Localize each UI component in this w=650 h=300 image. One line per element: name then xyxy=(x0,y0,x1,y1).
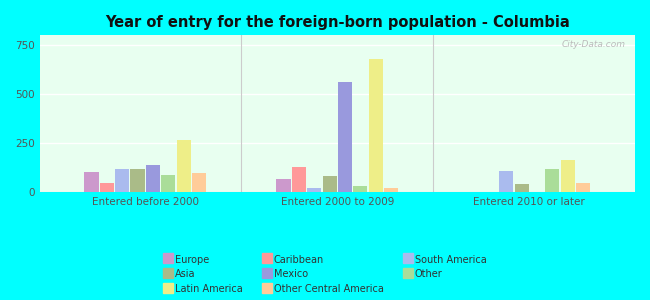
Bar xyxy=(307,188,321,192)
Bar xyxy=(545,169,560,192)
Bar xyxy=(499,171,514,192)
Bar xyxy=(276,179,291,192)
Bar xyxy=(84,172,99,192)
Bar xyxy=(115,169,129,192)
Bar xyxy=(338,82,352,192)
Bar xyxy=(322,176,337,192)
Bar xyxy=(369,59,383,192)
Bar xyxy=(177,140,190,192)
Bar xyxy=(561,160,575,192)
Bar xyxy=(146,165,160,192)
Bar xyxy=(515,184,528,192)
Legend: Europe, Asia, Latin America, Caribbean, Mexico, Other Central America, South Ame: Europe, Asia, Latin America, Caribbean, … xyxy=(159,250,491,298)
Bar xyxy=(131,169,145,192)
Bar xyxy=(354,186,367,192)
Bar xyxy=(161,176,176,192)
Title: Year of entry for the foreign-born population - Columbia: Year of entry for the foreign-born popul… xyxy=(105,15,569,30)
Text: City-Data.com: City-Data.com xyxy=(562,40,626,49)
Bar xyxy=(292,167,306,192)
Bar xyxy=(384,188,398,192)
Bar xyxy=(99,183,114,192)
Bar xyxy=(576,183,590,192)
Bar xyxy=(192,172,206,192)
